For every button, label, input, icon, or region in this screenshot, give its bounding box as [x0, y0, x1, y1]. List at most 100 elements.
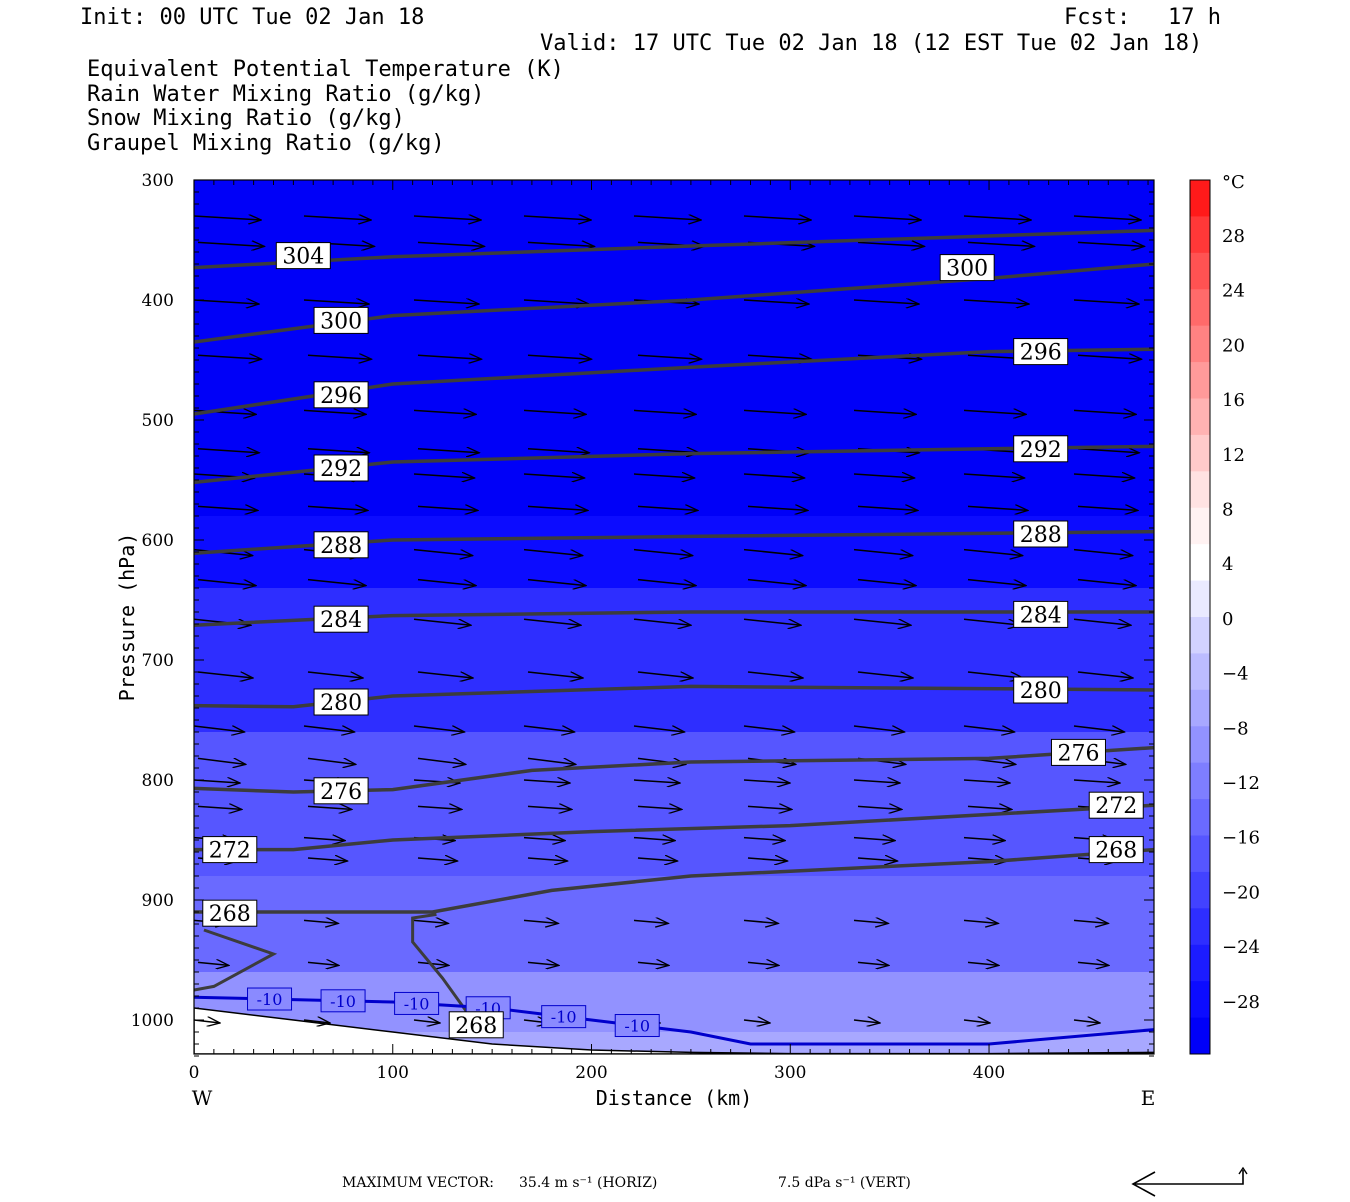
wind-vector — [857, 506, 918, 510]
isotherm-label-text: -10 — [257, 990, 283, 1009]
wind-vector — [963, 725, 1015, 732]
wind-vector — [307, 858, 348, 861]
theta-e-contour — [194, 847, 1154, 914]
theta-e-contour — [194, 610, 1154, 627]
wind-vector — [527, 355, 592, 359]
isotherm-label-text: -10 — [330, 992, 356, 1011]
theta-e-label-text: 296 — [1020, 341, 1062, 366]
wind-vector — [963, 1020, 990, 1023]
x-axis-label: Distance (km) — [596, 1086, 753, 1110]
wind-vector — [1073, 216, 1141, 220]
theta-e-contour — [194, 803, 1154, 852]
theta-e-label-text: 280 — [320, 691, 362, 716]
theta-e-label: 272 — [1088, 791, 1144, 819]
wind-vector — [743, 1020, 770, 1023]
colorbar-tick-label: 16 — [1222, 390, 1245, 411]
wind-vector — [527, 449, 589, 453]
wind-vector — [197, 355, 262, 359]
colorbar-swatch — [1190, 471, 1210, 509]
wind-vector — [633, 780, 680, 783]
theta-e-label: 296 — [1013, 338, 1069, 366]
colorbar-swatch — [1190, 653, 1210, 691]
wind-vector — [527, 506, 588, 510]
wind-vector — [197, 449, 259, 453]
wind-vector — [194, 300, 259, 304]
wind-vector — [967, 962, 999, 965]
colorbar-tick-label: 20 — [1222, 335, 1245, 356]
colorbar-frame — [1189, 179, 1211, 1055]
reference-vector-icon — [1131, 1166, 1248, 1197]
isotherm-label: -10 — [320, 989, 366, 1013]
x-tick-label: 0 — [189, 1063, 200, 1083]
colorbar-swatch — [1190, 944, 1210, 982]
y-tick-label: 500 — [142, 411, 174, 431]
wind-vector — [194, 216, 261, 220]
y-axis-label: Pressure (hPa) — [115, 533, 139, 702]
wind-vector — [413, 216, 481, 220]
wind-vector — [413, 725, 465, 732]
plot-frame — [193, 179, 1155, 1055]
wind-vector — [1077, 578, 1136, 586]
wind-vector — [853, 216, 921, 220]
wind-vector — [633, 725, 685, 732]
wind-vector — [743, 920, 778, 923]
wind-vector — [633, 216, 701, 220]
wind-vector — [853, 548, 913, 556]
colorbar-tick-label: 0 — [1222, 609, 1233, 630]
wind-vector — [413, 1020, 440, 1023]
theta-e-label: 296 — [313, 381, 369, 409]
wind-vector — [853, 920, 888, 923]
wind-vector — [307, 506, 368, 510]
wind-vector — [633, 474, 695, 478]
wind-vector — [967, 506, 1028, 510]
wind-vector — [637, 806, 682, 809]
wind-vector — [637, 962, 669, 965]
wind-vector — [303, 838, 345, 841]
wind-vector — [747, 858, 788, 861]
theta-e-label-text: 284 — [1020, 603, 1062, 628]
theta-e-label-text: 272 — [209, 839, 251, 864]
wind-vector — [963, 618, 1021, 625]
theta-e-label: 292 — [1013, 435, 1069, 463]
wind-vector — [1073, 618, 1131, 625]
x-tick-label: 300 — [774, 1063, 806, 1083]
theta-e-label: 288 — [313, 531, 369, 559]
wind-vector — [417, 355, 482, 359]
x-end-label-west: W — [192, 1086, 213, 1110]
wind-vector — [853, 1020, 880, 1023]
wind-vector — [1077, 506, 1138, 510]
forecast-hour-label: Fcst: — [1064, 5, 1131, 30]
wind-vector — [637, 671, 693, 678]
wind-vector — [303, 216, 371, 220]
colorbar-swatch — [1190, 871, 1210, 909]
colorbar-swatch — [1190, 362, 1210, 399]
theta-e-label: 276 — [313, 777, 369, 805]
isotherm-label-text: -10 — [404, 994, 430, 1013]
wind-vector — [853, 300, 919, 304]
wind-vector — [747, 355, 812, 359]
isotherm-label-text: -10 — [624, 1017, 650, 1036]
wind-vector — [743, 410, 806, 414]
theta-e-label: 284 — [1013, 600, 1069, 628]
y-tick-label: 1000 — [131, 1011, 174, 1031]
x-tick-label: 100 — [377, 1063, 409, 1083]
theta-e-label-text: 272 — [1095, 794, 1137, 819]
wind-vector — [417, 242, 484, 246]
wind-vector — [307, 449, 369, 453]
wind-vector — [307, 962, 339, 965]
wind-vector — [743, 548, 803, 556]
theta-e-label-text: 300 — [946, 257, 988, 282]
wind-vector — [527, 671, 583, 678]
wind-vector — [633, 548, 693, 556]
theta-e-label: 304 — [275, 242, 331, 270]
isotherm-label: -10 — [247, 987, 293, 1011]
theta-e-label: 276 — [1050, 738, 1106, 766]
colorbar-tick-label: −16 — [1222, 828, 1260, 849]
wind-vector — [747, 671, 803, 678]
colorbar-swatch — [1190, 180, 1210, 217]
wind-vector — [413, 474, 475, 478]
colorbar-swatch — [1190, 726, 1210, 764]
wind-vector — [307, 757, 356, 764]
wind-vector — [853, 725, 905, 732]
